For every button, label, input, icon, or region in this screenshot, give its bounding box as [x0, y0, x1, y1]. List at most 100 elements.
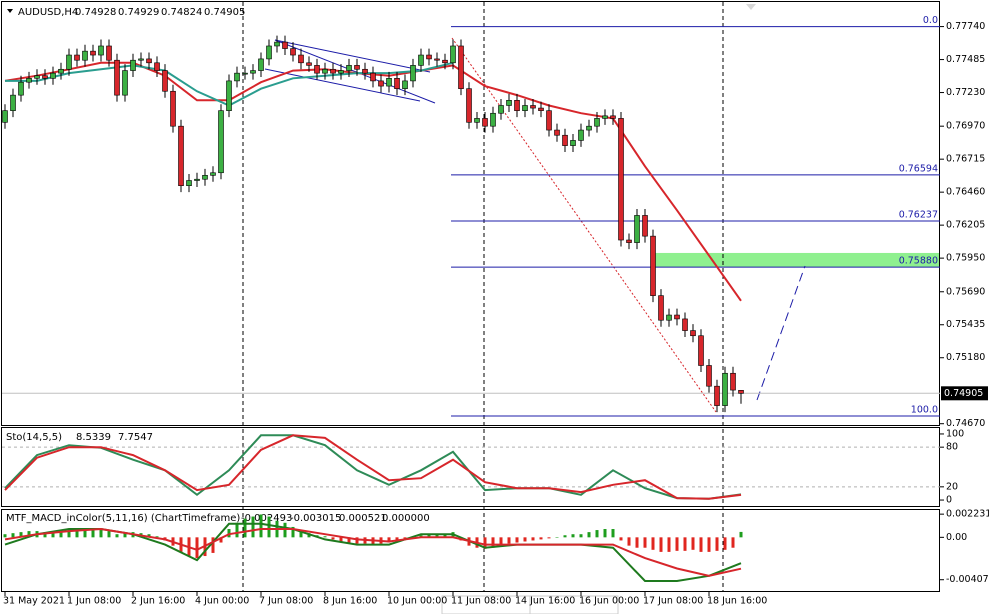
y-tick-label: 0.77230 [946, 87, 985, 98]
menu-arrow[interactable] [7, 9, 13, 13]
y-tick-label: 0.75690 [946, 286, 985, 297]
candle-body [234, 72, 240, 82]
candle-body [130, 59, 136, 71]
macd-bar [91, 529, 95, 538]
candle-body [666, 314, 672, 321]
macd-bar [651, 537, 655, 550]
stochastic-main-reading: 8.5339 [76, 432, 111, 443]
stochastic-line [4, 434, 742, 500]
macd-bar [283, 522, 287, 538]
macd-bar [19, 532, 23, 538]
macd-bar [571, 534, 575, 538]
candle-body [634, 215, 640, 243]
candle-body [346, 65, 352, 71]
macd-bar [27, 531, 31, 538]
projection-line [756, 265, 806, 401]
macd-bar [331, 537, 335, 540]
candle-body [674, 314, 680, 320]
candle-body [42, 75, 48, 79]
macd-bar [675, 537, 679, 551]
candle-body [466, 88, 472, 123]
macd-line [4, 527, 742, 577]
macd-bar [643, 537, 647, 548]
macd-bar [667, 537, 671, 552]
scroll-marker [746, 4, 756, 10]
candle-body [514, 100, 520, 111]
candle-body [330, 68, 336, 74]
candle-body [426, 54, 432, 60]
x-tick-label: 31 May 2021 [3, 596, 65, 607]
candle-body [682, 318, 688, 331]
candle-body [602, 115, 608, 119]
candle-body [186, 180, 192, 186]
macd-bar [75, 530, 79, 538]
macd-bar [435, 534, 439, 538]
candle-body [738, 390, 744, 394]
candle-body [298, 54, 304, 64]
candle-body [642, 215, 648, 237]
candle-body [2, 110, 8, 123]
scroll-box [529, 595, 619, 614]
candle-body [10, 94, 16, 111]
macd-bar [627, 537, 631, 546]
macd-bar [3, 534, 7, 538]
candle-body [98, 45, 104, 56]
candle-body [442, 59, 448, 64]
x-tick-label: 14 Jun 16:00 [515, 596, 575, 607]
macd-bar [243, 518, 247, 538]
macd-panel-border [1, 509, 940, 592]
y-tick-label: 80 [946, 442, 958, 453]
macd-bar [499, 537, 503, 546]
macd-bar [395, 537, 399, 542]
x-tick-label: 16 Jun 00:00 [579, 596, 639, 607]
candle-body [106, 45, 112, 61]
candle-body [242, 72, 248, 75]
candle-body [154, 62, 160, 71]
macd-bar [387, 537, 391, 543]
x-tick-label: 1 Jun 08:00 [67, 596, 121, 607]
candle-body [258, 58, 264, 71]
y-tick-label: 0 [946, 495, 952, 506]
candle-body [74, 54, 80, 61]
macd-bar [731, 537, 735, 548]
extra-reading: 0.000000 [382, 513, 430, 524]
candle-body [538, 107, 544, 111]
current-price-label: 0.74905 [944, 388, 983, 399]
fib-label: 0.0 [923, 15, 938, 26]
candle-body [202, 175, 208, 180]
macd-bar [323, 536, 327, 538]
macd-title: MTF_MACD_inColor(5,11,16) (ChartTimefram… [6, 513, 240, 524]
candle-body [610, 115, 616, 119]
fib-label: 0.76237 [899, 210, 938, 221]
candle-body [50, 72, 56, 79]
candle-body [146, 58, 152, 64]
macd-bar [347, 537, 351, 543]
macd-bar [603, 529, 607, 538]
candle-body [282, 41, 288, 49]
macd-bar [99, 529, 103, 538]
x-tick-label: 11 Jun 08:00 [451, 596, 511, 607]
macd-bar [539, 537, 543, 540]
candle-body [114, 59, 120, 96]
candle-body [594, 118, 600, 127]
candle-body [66, 54, 72, 70]
candle-body [58, 68, 64, 74]
fib-label: 0.75880 [899, 256, 938, 267]
candle-body [178, 125, 184, 186]
stochastic-panel-border [1, 427, 940, 507]
macd-bar [235, 522, 239, 538]
macd-bar [307, 533, 311, 538]
stochastic-signal-reading: 7.7547 [118, 432, 153, 443]
candle-body [450, 45, 456, 64]
candle-body [690, 330, 696, 337]
supply-zone [655, 252, 940, 268]
candle-body [658, 295, 664, 321]
macd-bar [299, 531, 303, 538]
candle-body [138, 58, 144, 61]
candle-body [570, 140, 576, 146]
macd-bar [723, 537, 727, 550]
y-tick-label: 0.76970 [946, 121, 985, 132]
candle-body [722, 372, 728, 406]
candle-body [194, 178, 200, 181]
